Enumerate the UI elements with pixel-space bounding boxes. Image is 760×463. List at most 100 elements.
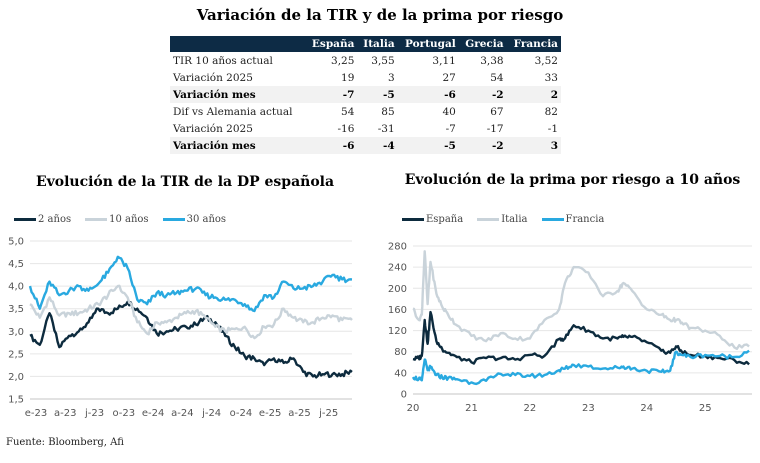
legend-label: 10 años [109,214,149,225]
right-chart-title: Evolución de la prima por riesgo a 10 añ… [404,172,741,188]
y-tick-label: 4,5 [8,259,24,270]
table-header-cell: España [305,36,358,52]
table-cell: 2 [506,86,561,103]
table-cell: -4 [357,137,398,154]
legend-item: España [402,214,463,225]
table-cell: 85 [381,105,395,118]
series-line-italia [412,250,750,351]
series-line-espana [412,310,750,366]
row-label: Variación mes [170,86,306,103]
legend-swatch [14,218,36,221]
table-cell: 33 [544,71,558,84]
table-cell: 67 [490,105,504,118]
right-chart-legend: España Italia Francia [402,214,604,225]
table-cell: 3,52 [534,54,558,67]
table-header-cell: Grecia [458,36,507,52]
x-tick-label: a-23 [54,408,76,419]
series-line-10-anos [29,284,353,340]
legend-label: España [426,214,464,225]
legend-swatch [477,218,500,221]
x-tick-label: j-25 [318,408,338,419]
series-line-30-anos [28,255,353,313]
y-tick-label: 4,0 [8,282,24,293]
table-cell: -7 [305,86,358,103]
x-tick-label: 25 [699,403,712,414]
y-tick-label: 240 [388,263,407,274]
x-tick-label: 21 [465,403,478,414]
y-tick-label: 1,5 [8,395,24,406]
x-tick-label: a-24 [171,408,193,419]
table-header-cell: Portugal [397,36,459,52]
y-tick-label: 80 [394,347,407,358]
table-cell: 82 [544,105,558,118]
table-cell: 3,25 [331,54,355,67]
table-row: TIR 10 años actual 3,25 3,55 3,11 3,38 3,52 [170,52,561,69]
legend-label: 30 años [186,214,227,225]
x-tick-label: j-24 [201,408,221,419]
y-tick-label: 40 [394,368,407,379]
legend-item: 10 años [85,214,149,225]
table-header-cell: Francia [506,36,561,52]
table-cell: 3,11 [432,54,456,67]
table-row: Variación 2025 -16 -31 -7 -17 -1 [170,120,561,137]
legend-swatch [85,218,108,221]
table-cell: -16 [337,122,355,135]
x-tick-label: 24 [640,403,653,414]
table-row: Variación mes -6 -4 -5 -2 3 [170,137,561,154]
legend-swatch [402,218,424,221]
y-tick-label: 280 [388,242,407,253]
y-tick-label: 0 [401,390,407,401]
legend-label: 2 años [38,214,72,225]
x-tick-label: 23 [582,403,595,414]
table-cell: -17 [486,122,504,135]
legend-item: Francia [541,214,605,225]
table-cell: -5 [357,86,398,103]
left-chart-tir-dp-espanola: 1,5 2,0 2,5 3,0 3,5 4,0 4,5 5,0 e-23 a-23 j-23 o-23… [8,237,353,419]
y-tick-label: 2,0 [8,372,24,383]
row-label: Variación 2025 [173,122,253,135]
table-row: Variación mes -7 -5 -6 -2 2 [170,86,561,103]
table-cell: 3,55 [371,54,395,67]
table-cell: 54 [490,71,504,84]
table-cell: 27 [442,71,456,84]
table-cell: -1 [547,122,558,135]
right-chart-prima-riesgo: 0 40 80 120 160 200 240 280 20 21 22 23 24 25 [388,242,752,414]
x-tick-label: o-23 [112,408,135,419]
x-tick-label: 22 [524,403,537,414]
table-cell: -2 [458,137,507,154]
table-cell: -6 [305,137,358,154]
legend-label: Francia [565,214,605,225]
row-label: TIR 10 años actual [173,54,273,67]
x-tick-label: a-25 [288,408,310,419]
table-cell: 54 [341,105,355,118]
left-chart-title: Evolución de la TIR de la DP española [35,174,335,190]
x-tick-label: e-25 [259,408,282,419]
row-label: Dif vs Alemania actual [173,105,293,118]
legend-item: 30 años [162,214,227,225]
x-tick-label: o-24 [230,408,253,419]
table-header-cell [170,36,306,52]
left-chart-legend: 2 años 10 años 30 años [14,214,226,225]
legend-swatch [541,218,564,221]
y-tick-label: 200 [388,284,407,295]
table-row: Variación 2025 19 3 27 54 33 [170,69,561,86]
table-cell: -31 [377,122,395,135]
table-header-cell: Italia [357,36,398,52]
summary-table: España Italia Portugal Grecia Francia TI… [170,36,561,154]
legend-label: Italia [501,214,528,225]
table-row: Dif vs Alemania actual 54 85 40 67 82 [170,103,561,120]
legend-item: 2 años [14,214,71,225]
x-tick-label: e-24 [142,408,165,419]
x-tick-label: 20 [407,403,420,414]
y-tick-label: 3,0 [8,327,24,338]
table-cell: -6 [397,86,459,103]
main-title: Variación de la TIR y de la prima por ri… [196,6,564,24]
legend-swatch [162,218,185,221]
table-header-row: España Italia Portugal Grecia Francia [170,36,561,52]
series-line-francia [411,349,750,386]
legend-item: Italia [477,214,528,225]
table-cell: 19 [341,71,355,84]
y-tick-label: 3,5 [8,304,24,315]
source-note: Fuente: Bloomberg, Afi [6,437,124,448]
